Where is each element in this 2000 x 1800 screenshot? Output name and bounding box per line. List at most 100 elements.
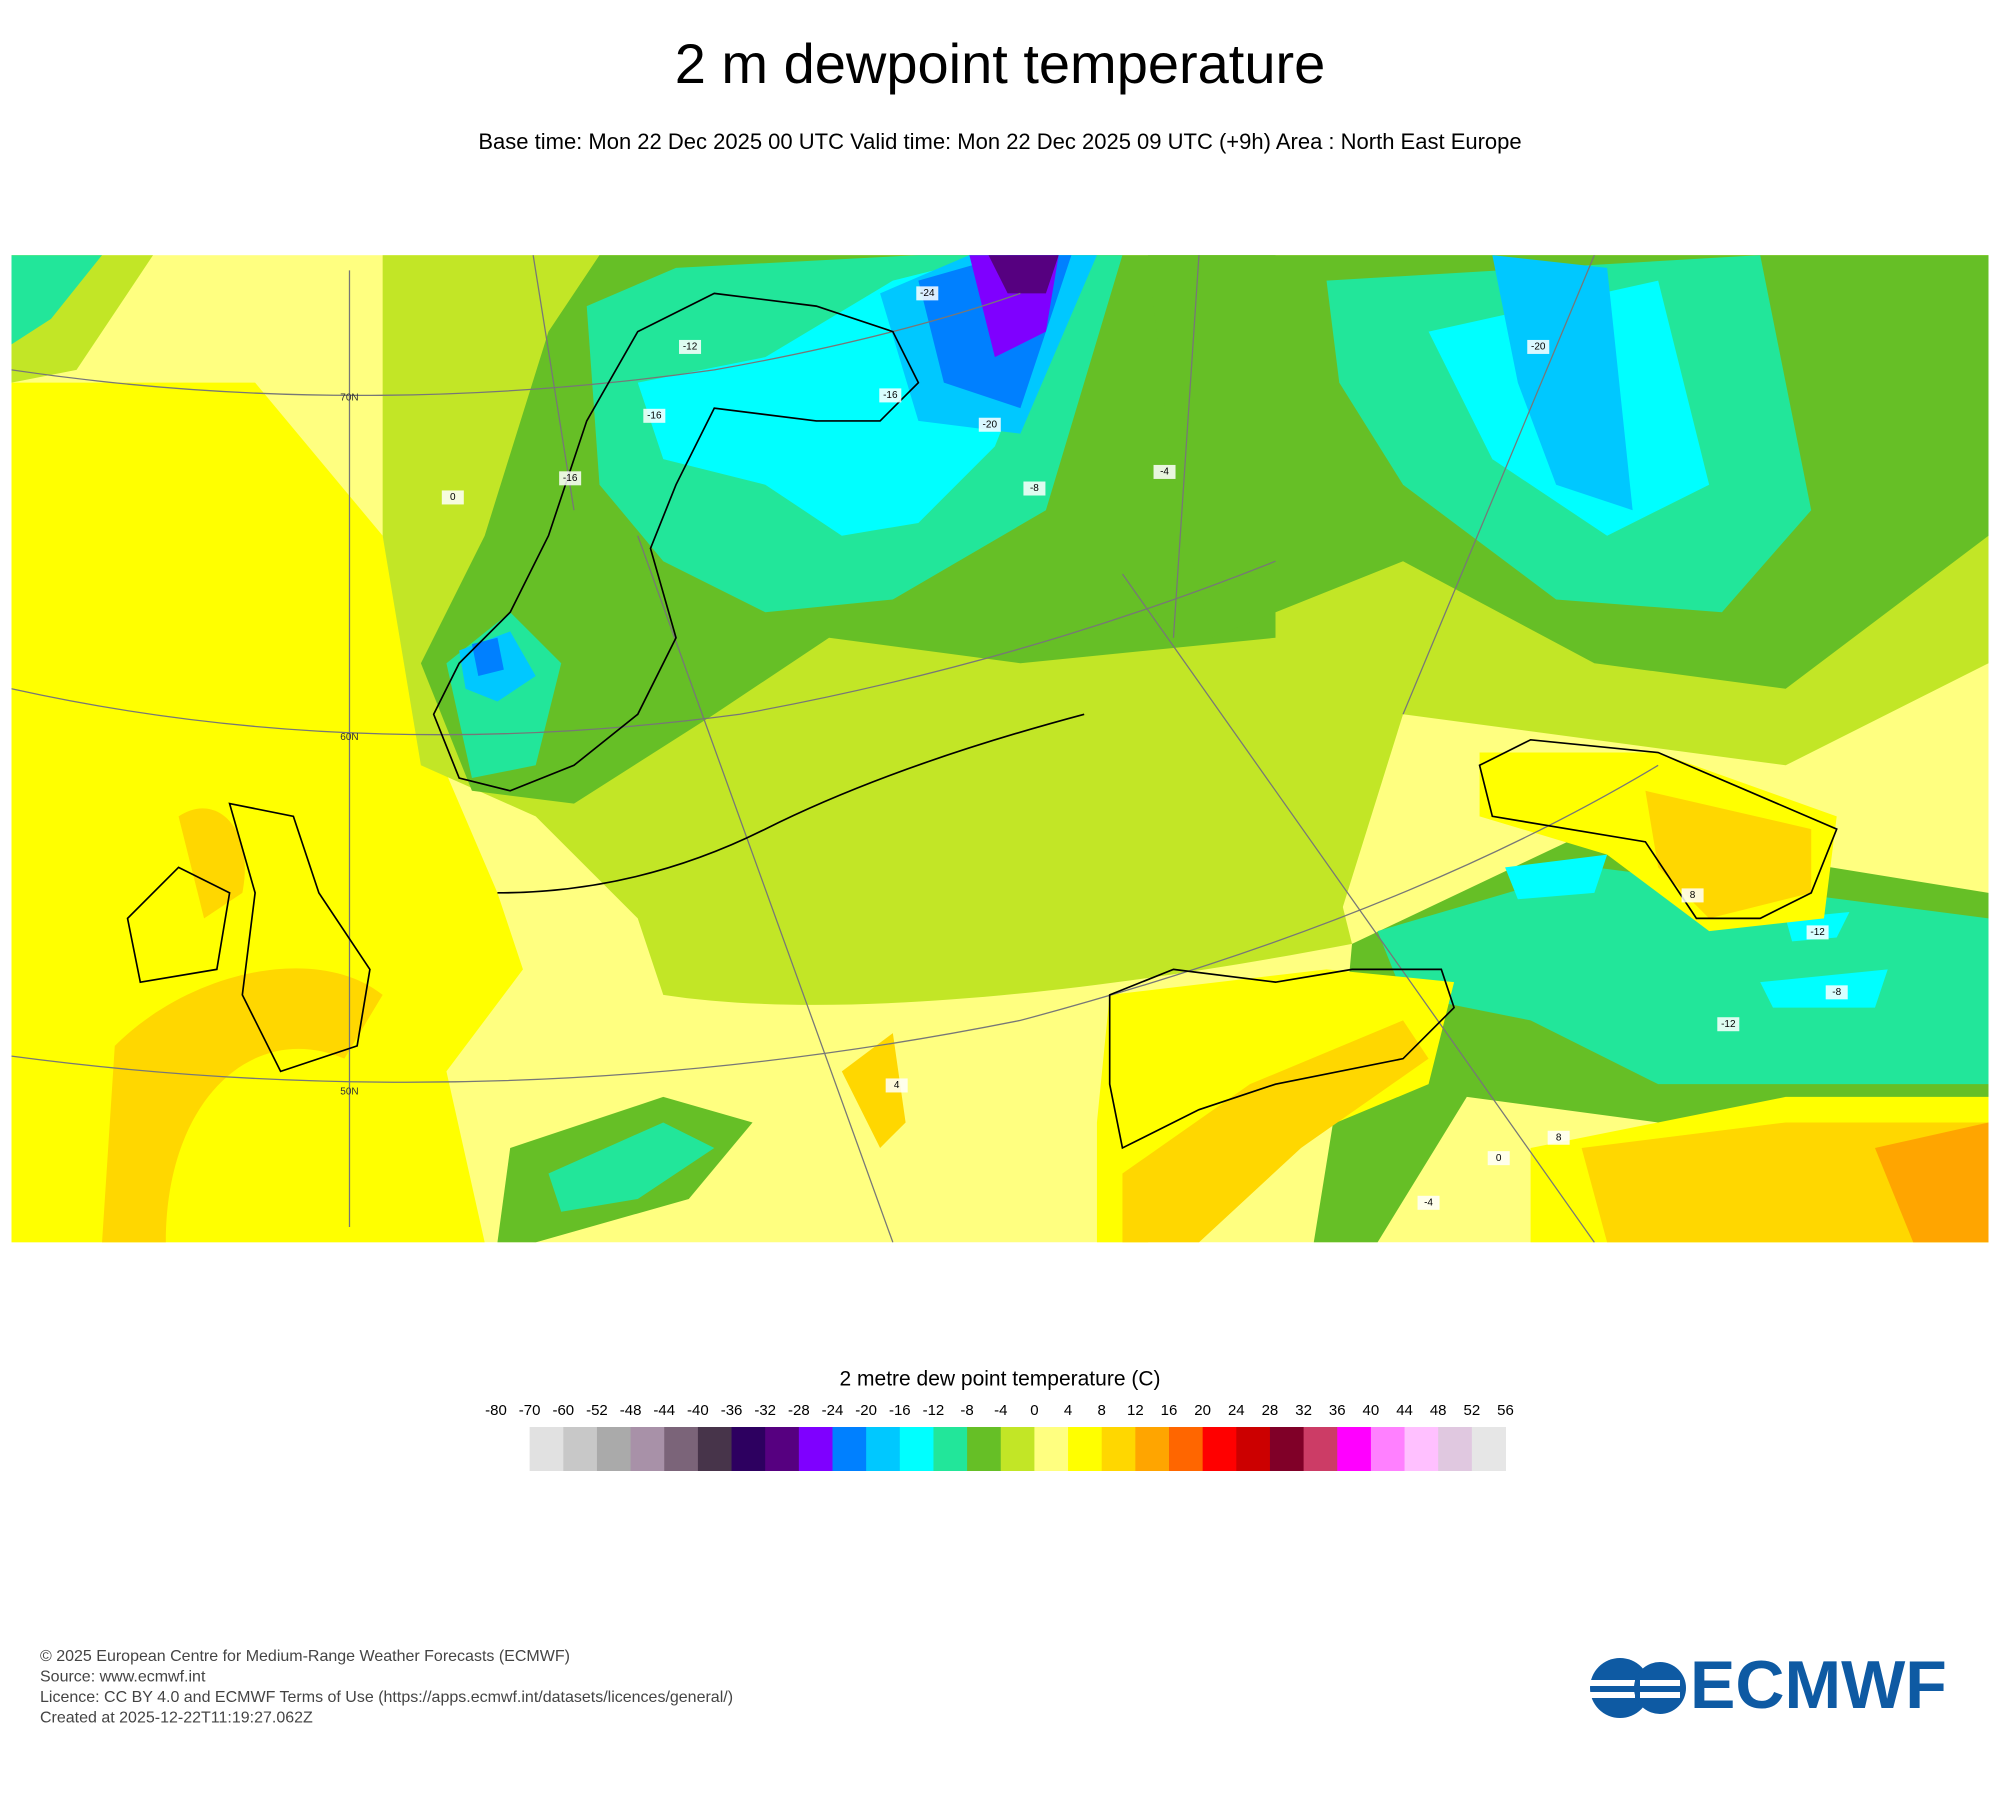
latitude-label: 60N — [340, 732, 358, 743]
contour-label: -8 — [1832, 987, 1841, 998]
colorbar-tick-label: -52 — [586, 1402, 608, 1419]
contour-label: -4 — [1424, 1197, 1433, 1208]
colorbar-tick-label: 4 — [1064, 1402, 1072, 1419]
colorbar-box — [731, 1427, 766, 1471]
colorbar-tick-label: -16 — [889, 1402, 911, 1419]
colorbar-tick-label: 56 — [1497, 1402, 1514, 1419]
colorbar-box — [630, 1427, 665, 1471]
footer: © 2025 European Centre for Medium-Range … — [40, 1648, 733, 1727]
colorbar-tick-label: 52 — [1464, 1402, 1481, 1419]
colorbar-tick-label: -48 — [620, 1402, 642, 1419]
colorbar-tick-label: 36 — [1329, 1402, 1346, 1419]
contour-label-box — [916, 286, 939, 301]
contour-label-box — [441, 490, 464, 505]
colorbar-box — [798, 1427, 833, 1471]
colorbar-box — [866, 1427, 901, 1471]
footer-line: Created at 2025-12-22T11:19:27.062Z — [40, 1710, 313, 1727]
contour-label: -12 — [1810, 927, 1825, 938]
contour-label: -24 — [920, 288, 935, 299]
colorbar-tick-label: -44 — [653, 1402, 675, 1419]
colorbar-box — [1303, 1427, 1338, 1471]
colorbar-box — [1101, 1427, 1136, 1471]
contour-label-box — [1417, 1195, 1440, 1210]
contour-label: -20 — [983, 419, 998, 430]
contour-label-box — [1547, 1130, 1570, 1145]
colorbar-tick-label: -24 — [822, 1402, 844, 1419]
contour-label-box — [1527, 339, 1550, 354]
contour-label-box — [1487, 1151, 1510, 1166]
contour-label: -4 — [1160, 467, 1169, 478]
colorbar-tick-label: -4 — [994, 1402, 1007, 1419]
colorbar-box — [1370, 1427, 1406, 1471]
latitude-label: 70N — [340, 393, 358, 404]
contour-label-box — [879, 388, 902, 403]
contour-label-box — [1681, 888, 1704, 903]
contour-label-box — [559, 471, 582, 486]
colorbar-box — [529, 1427, 564, 1471]
footer-line: Licence: CC BY 4.0 and ECMWF Terms of Us… — [40, 1689, 733, 1706]
colorbar-box — [596, 1427, 632, 1471]
colorbar-tick-label: -32 — [754, 1402, 776, 1419]
colorbar-box — [496, 1427, 531, 1471]
colorbar-tick-label: -40 — [687, 1402, 709, 1419]
contour-label-box — [1153, 464, 1176, 479]
colorbar-box — [563, 1427, 598, 1471]
colorbar-box — [1068, 1427, 1103, 1471]
colorbar-tick-label: -80 — [485, 1402, 507, 1419]
colorbar-tick-label: -70 — [519, 1402, 541, 1419]
contour-label-box — [1023, 481, 1046, 496]
colorbar-tick-label: -8 — [960, 1402, 973, 1419]
colorbar-box — [1202, 1427, 1237, 1471]
contour-label-box — [1825, 985, 1848, 1000]
map — [11, 255, 1989, 1243]
colorbar-tick-label: 40 — [1363, 1402, 1380, 1419]
contour-label: 8 — [1556, 1132, 1562, 1143]
colorbar-box — [1404, 1427, 1439, 1471]
colorbar-box — [1471, 1427, 1506, 1471]
colorbar-tick-label: 16 — [1161, 1402, 1178, 1419]
colorbar-box — [697, 1427, 733, 1471]
colorbar-box — [1000, 1427, 1035, 1471]
contour-label-box — [679, 339, 702, 354]
colorbar-tick-label: -12 — [923, 1402, 945, 1419]
colorbar-tick-label: 8 — [1098, 1402, 1106, 1419]
contour-label-box — [1717, 1017, 1740, 1032]
contour-label: -8 — [1030, 483, 1039, 494]
colorbar-box — [1236, 1427, 1271, 1471]
colorbar-tick-label: 48 — [1430, 1402, 1447, 1419]
contour-label: 4 — [894, 1080, 900, 1091]
colorbar-tick-label: -36 — [721, 1402, 743, 1419]
colorbar-tick-label: 32 — [1295, 1402, 1312, 1419]
map-labels: 70N 60N 50N -24 -20 -16 -12 -16 -8 -4 0 -16 -20 -12 -8… — [340, 286, 1848, 1210]
latitude-label: 50N — [340, 1086, 358, 1097]
colorbar-tick-label: 0 — [1030, 1402, 1038, 1419]
colorbar-tick-label: 24 — [1228, 1402, 1245, 1419]
logo-text: ECMWF — [1690, 1647, 1947, 1723]
colorbar-box — [1337, 1427, 1372, 1471]
contour-label: -12 — [683, 342, 698, 353]
subtitle: Base time: Mon 22 Dec 2025 00 UTC Valid … — [478, 129, 1521, 154]
colorbar-box — [664, 1427, 699, 1471]
footer-line: © 2025 European Centre for Medium-Range … — [40, 1648, 570, 1665]
colorbar-tick-label: -60 — [552, 1402, 574, 1419]
colorbar-tick-label: 20 — [1194, 1402, 1211, 1419]
contour-label-box — [978, 417, 1001, 432]
contour-label: 0 — [450, 492, 456, 503]
colorbar-tick-label: 12 — [1127, 1402, 1144, 1419]
contour-label-box — [885, 1078, 908, 1093]
colorbar-title: 2 metre dew point temperature (C) — [840, 1368, 1161, 1391]
colorbar-box — [1135, 1427, 1170, 1471]
colorbar-box — [1438, 1427, 1473, 1471]
colorbar-box — [1034, 1427, 1069, 1471]
colorbar-box — [899, 1427, 934, 1471]
title: 2 m dewpoint temperature — [675, 32, 1326, 95]
colorbar: -80 -70 -60 -52 -48 -44 -40 -36 -32 -28 -24 -20 -16-… — [485, 1402, 1514, 1471]
contour-label-box — [1806, 925, 1829, 940]
contour-label: -12 — [1721, 1019, 1736, 1030]
contour-label: -16 — [563, 473, 578, 484]
contour-label: 8 — [1690, 890, 1696, 901]
contour-label: 0 — [1496, 1153, 1502, 1164]
contour-label-box — [643, 408, 666, 423]
colorbar-tick-label: -28 — [788, 1402, 810, 1419]
colorbar-box — [1269, 1427, 1305, 1471]
